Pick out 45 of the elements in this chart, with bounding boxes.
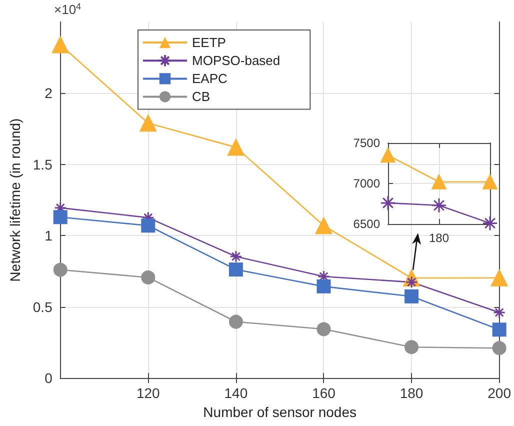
y-tick-label: 6500: [353, 217, 380, 231]
point: [490, 269, 508, 286]
point: [492, 341, 506, 356]
point: [53, 262, 68, 277]
point: [380, 195, 396, 211]
x-tick-label: 180: [428, 231, 450, 245]
x-tick-label: 160: [312, 385, 336, 401]
x-axis-title: Number of sensor nodes: [203, 404, 356, 420]
point: [482, 215, 498, 231]
y-tick-label: 7500: [353, 136, 380, 150]
y-tick-label: 1.5: [32, 156, 53, 172]
legend-label: CB: [192, 89, 210, 104]
point: [380, 148, 396, 163]
point: [431, 198, 447, 214]
y-tick-label: 1: [44, 228, 53, 244]
x-tick-label: 200: [488, 385, 512, 401]
point: [140, 114, 157, 132]
point: [141, 218, 156, 233]
point: [53, 210, 68, 224]
point: [316, 279, 331, 294]
y-tick-label: 7000: [353, 176, 380, 190]
legend-label: EETP: [192, 35, 226, 50]
point: [493, 306, 506, 319]
x-tick-label: 120: [136, 385, 160, 401]
point: [230, 250, 242, 263]
y-tick-label: 0: [44, 370, 53, 386]
legend-label: EAPC: [192, 71, 228, 86]
y-tick-label: 0.5: [32, 298, 53, 315]
y-tick-label: 2: [44, 85, 53, 102]
point: [482, 174, 498, 190]
y-axis-title: Network lifetime (in round): [7, 118, 23, 282]
point: [228, 262, 243, 276]
point: [228, 314, 243, 329]
x-tick-label: 140: [224, 385, 248, 401]
point: [52, 36, 69, 54]
point: [492, 322, 506, 337]
point: [316, 322, 331, 336]
point: [404, 340, 419, 354]
point: [404, 289, 419, 304]
point: [227, 138, 244, 156]
point: [141, 270, 156, 284]
point: [315, 217, 332, 234]
point: [432, 174, 446, 190]
x-tick-label: 180: [400, 385, 424, 401]
legend-label: MOPSO-based: [192, 53, 280, 68]
